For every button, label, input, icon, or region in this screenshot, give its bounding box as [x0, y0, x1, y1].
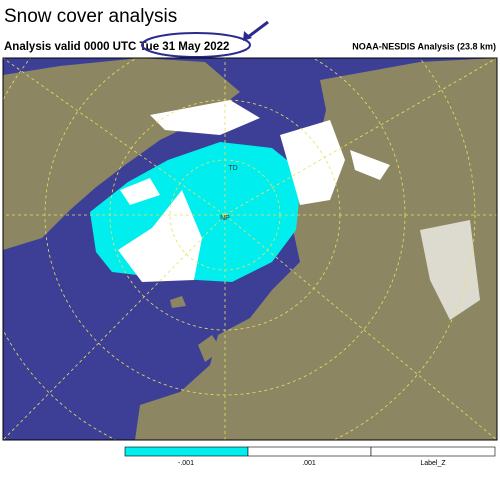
land	[3, 58, 240, 250]
graticule	[3, 58, 497, 440]
subtitle: Analysis valid 0000 UTC Tue 31 May 2022	[4, 41, 229, 53]
land	[135, 58, 497, 440]
snow	[280, 120, 345, 205]
legend-swatch	[370, 446, 496, 457]
snow	[118, 190, 202, 282]
snow	[350, 150, 390, 180]
legend-swatch	[124, 446, 249, 457]
land	[170, 296, 186, 308]
map-label: TD	[228, 165, 237, 172]
title: Snow cover analysis	[4, 6, 177, 27]
snow	[120, 178, 160, 205]
arrow	[247, 20, 269, 39]
map-frame	[2, 57, 498, 441]
source: NOAA-NESDIS Analysis (23.8 km)	[352, 41, 496, 51]
map	[3, 58, 497, 440]
legend-swatch	[247, 446, 372, 457]
legend-label: -.001	[178, 460, 194, 467]
land	[198, 335, 222, 362]
highlight-ellipse	[141, 32, 251, 58]
arrow-head	[243, 31, 252, 41]
snow	[420, 220, 480, 320]
legend-label: .001	[302, 460, 316, 467]
map-label: NP	[220, 215, 230, 222]
legend-label: Label_Z	[420, 460, 446, 467]
snow	[150, 100, 260, 135]
